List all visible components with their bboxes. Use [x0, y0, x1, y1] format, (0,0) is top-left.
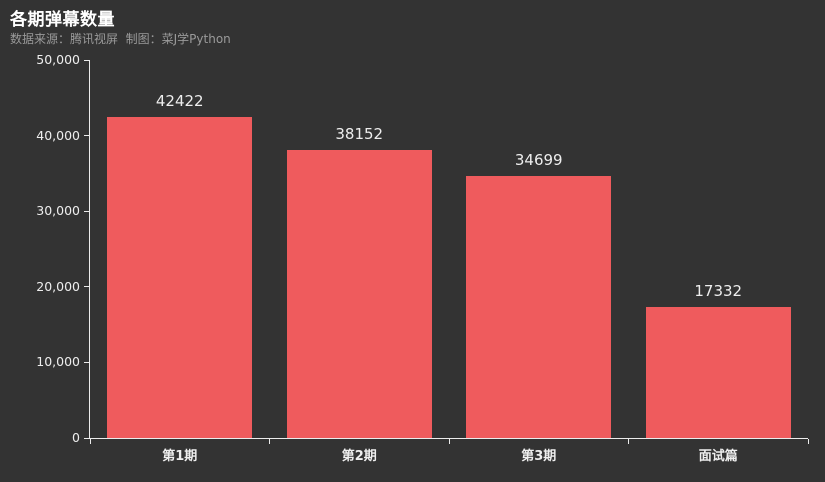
y-axis-tick: [84, 286, 89, 288]
x-axis-category-label: 第3期: [521, 449, 557, 464]
y-axis-tick: [84, 210, 89, 212]
x-axis-tick: [807, 439, 809, 444]
y-axis-label: 10,000: [36, 354, 80, 370]
bar-value-label: 38152: [335, 124, 384, 143]
bar-value-label: 42422: [155, 92, 204, 111]
bar-group: 42422 第1期: [90, 60, 270, 464]
bar-第1期[interactable]: 42422: [107, 92, 253, 438]
bar-value-label: 17332: [694, 281, 743, 300]
y-axis-label: 30,000: [36, 203, 80, 219]
y-axis-label: 40,000: [36, 127, 80, 143]
y-axis-tick: [84, 135, 89, 137]
y-axis-label: 20,000: [36, 278, 80, 294]
bar-第3期[interactable]: 34699: [466, 151, 612, 438]
y-axis-tick: [84, 437, 89, 439]
y-axis-label: 50,000: [36, 52, 80, 67]
x-axis-tick: [628, 439, 629, 444]
y-axis-label: 0: [72, 430, 80, 445]
bar-group: 17332 面试篇: [629, 60, 809, 464]
x-axis-category-label: 面试篇: [698, 449, 738, 464]
bar-group: 38152 第2期: [270, 60, 450, 464]
x-axis-tick: [269, 439, 270, 444]
y-axis-tick: [84, 59, 89, 61]
x-axis-tick: [89, 439, 91, 444]
bar-第2期[interactable]: 38152: [286, 125, 432, 438]
bars-row: 42422 第1期 38152 第2期 34699 第3期 17332 面试篇: [90, 60, 809, 464]
x-axis-category-label: 第1期: [162, 449, 198, 464]
chart-subtitle: 数据来源：腾讯视屏 制图：菜J学Python: [10, 32, 231, 46]
y-axis-tick: [84, 361, 89, 363]
x-axis-category-label: 第2期: [341, 449, 377, 464]
x-axis-tick: [448, 439, 450, 444]
plot-area: 42422 第1期 38152 第2期 34699 第3期 17332 面试篇 0 10,000…: [36, 52, 809, 464]
chart-title: 各期弹幕数量: [10, 10, 115, 30]
bar-group: 34699 第3期: [449, 60, 629, 464]
bar-面试篇[interactable]: 17332: [645, 282, 791, 438]
bar-value-label: 34699: [514, 150, 563, 169]
